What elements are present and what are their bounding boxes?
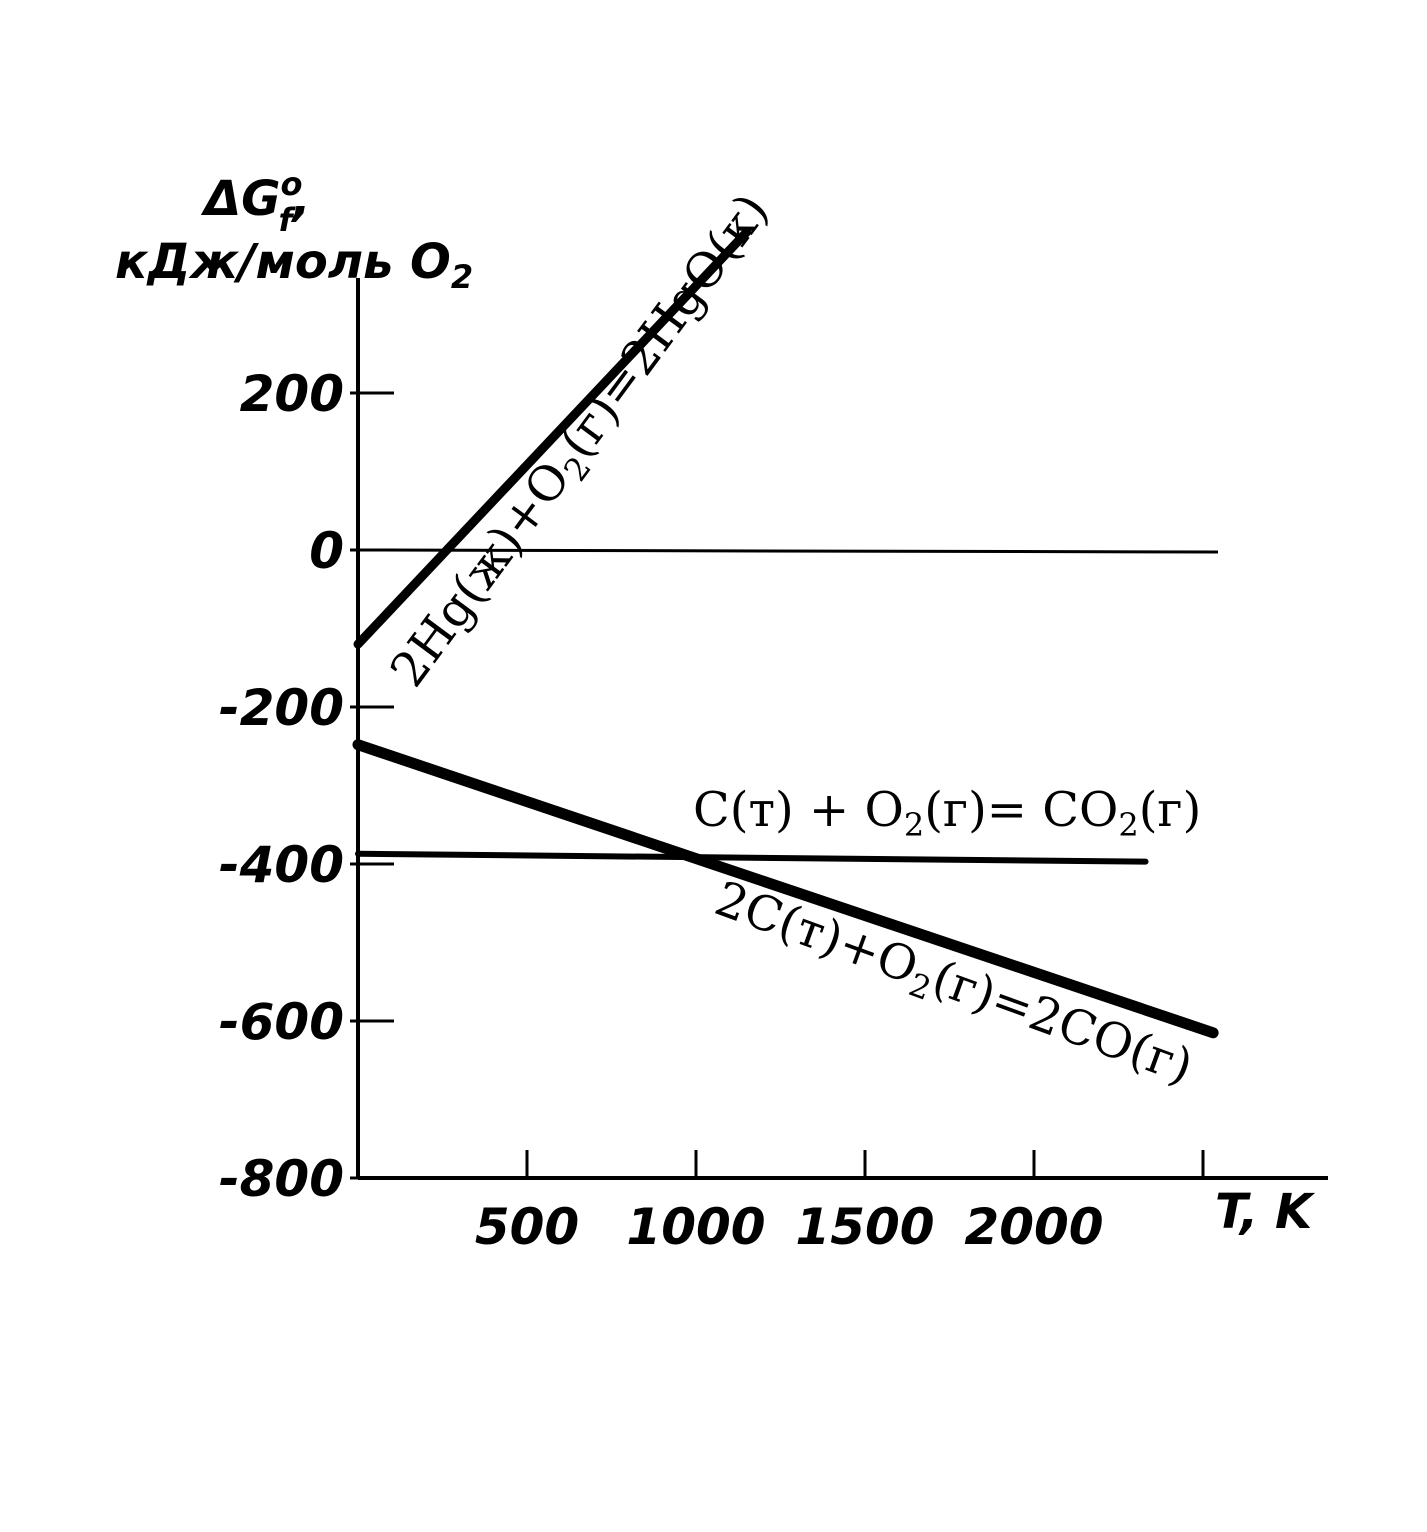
y-tick-label: -800 <box>219 1150 344 1208</box>
y-tick-label: 0 <box>309 522 344 580</box>
x-tick-label: 1000 <box>626 1198 765 1256</box>
y-axis-title-units: кДж/моль O2 <box>115 234 473 296</box>
series-label-co: 2C(т)+O2(г)=2CO(г) <box>706 871 1200 1101</box>
x-axis-title: T, K <box>1215 1184 1316 1240</box>
series-line <box>355 850 1149 865</box>
y-tick-label: 200 <box>240 365 344 423</box>
y-tick-label: -400 <box>219 836 344 894</box>
x-tick-label: 2000 <box>964 1198 1103 1256</box>
axes <box>356 278 1328 1180</box>
zero-line <box>357 548 1219 554</box>
x-tick-label: 500 <box>475 1198 579 1256</box>
series-line <box>352 739 1219 1039</box>
series-label-co2: C(т) + O2(г)= CO2(г) <box>693 782 1201 844</box>
y-axis-title-symbol: ΔGo f, <box>200 165 311 239</box>
x-tick-label: 1500 <box>795 1198 934 1256</box>
series-line <box>353 227 752 649</box>
y-tick-label: -600 <box>219 993 344 1051</box>
y-tick-label: -200 <box>219 679 344 737</box>
series-lines <box>352 227 1219 1039</box>
